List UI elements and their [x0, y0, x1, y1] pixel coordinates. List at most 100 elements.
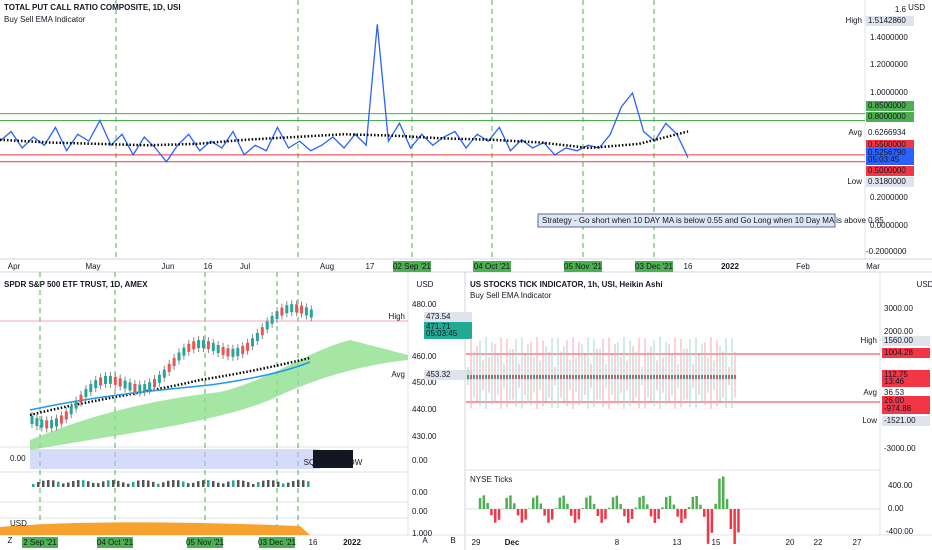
axis-label: USD — [908, 3, 925, 12]
tick-bar — [684, 509, 687, 519]
ema-decor — [29, 356, 311, 417]
left-label: 0.00 — [10, 454, 26, 463]
tick-candle — [698, 375, 700, 379]
tick-candle — [656, 375, 658, 379]
histogram-decor — [132, 481, 135, 487]
tick-bar — [630, 509, 634, 520]
axis-label: 400.00 — [888, 481, 913, 490]
axis-label: USD — [417, 280, 434, 289]
axis-label: 450.00 — [412, 378, 437, 387]
tick-candle — [713, 375, 715, 379]
candle — [260, 327, 264, 336]
side-label: Avg — [391, 370, 405, 379]
axis-label: -400.00 — [886, 527, 914, 536]
candle — [113, 376, 117, 385]
tick-bar — [646, 504, 649, 509]
time-label: 8 — [615, 538, 620, 547]
histogram-decor — [207, 480, 210, 487]
side-label: Low — [847, 177, 862, 186]
price-tag-bg — [882, 416, 930, 426]
histogram-decor — [287, 482, 290, 487]
panel-subtitle: Buy Sell EMA Indicator — [4, 15, 86, 24]
time-label: 2022 — [721, 262, 739, 271]
tick-candle — [473, 375, 475, 379]
price-tag: -974.88 — [884, 404, 912, 413]
tick-bar — [657, 509, 660, 519]
time-label: 05 Nov '21 — [186, 538, 225, 547]
tick-candle — [509, 375, 511, 379]
tick-candle — [707, 375, 709, 379]
histogram-decor — [32, 484, 35, 487]
histogram-decor — [262, 480, 265, 487]
tick-candle — [506, 375, 508, 379]
tick-bar — [516, 509, 520, 516]
tick-candle — [659, 375, 661, 379]
time-label: 02 Sep '21 — [393, 262, 432, 271]
tooltip: SQUEEZE LOW — [304, 458, 363, 467]
candle — [265, 321, 269, 330]
tick-candle — [692, 375, 694, 379]
tick-bar — [551, 509, 554, 520]
date-highlight — [393, 261, 431, 272]
time-label: Jun — [162, 262, 175, 271]
price-tag: 0.5500000 — [868, 140, 906, 149]
candle — [226, 348, 230, 357]
price-tag-bg — [424, 322, 472, 332]
tick-candle — [581, 375, 583, 379]
histogram-decor — [72, 480, 75, 487]
side-label: Avg — [863, 388, 877, 397]
histogram-decor — [182, 481, 185, 487]
tick-bar — [482, 495, 486, 509]
corner-label: A — [422, 536, 428, 545]
candle — [182, 347, 186, 356]
histogram-decor — [77, 480, 80, 487]
price-tag: 453.32 — [426, 370, 451, 379]
tick-candle — [536, 375, 538, 379]
tick-bar — [661, 507, 664, 509]
histogram-decor — [192, 482, 195, 487]
price-tag-bg — [882, 370, 930, 380]
tick-bar — [642, 495, 645, 509]
price-tag: 0.8500000 — [868, 101, 906, 110]
histogram-decor — [257, 482, 260, 487]
tick-candle — [530, 375, 532, 379]
tick-candle — [578, 375, 580, 379]
tick-candle — [605, 375, 607, 379]
histogram-decor — [292, 480, 295, 487]
tick-candle — [608, 375, 610, 379]
tick-bar — [596, 509, 600, 517]
tick-candle — [623, 375, 625, 379]
time-label: 20 — [786, 538, 795, 547]
time-label: 2 Sep '21 — [23, 538, 57, 547]
panel-subtitle: Buy Sell EMA Indicator — [470, 291, 552, 300]
histogram-decor — [247, 482, 250, 487]
date-highlight — [564, 261, 602, 272]
tick-bar — [573, 509, 577, 523]
side-label: High — [389, 312, 405, 321]
histogram-decor — [52, 480, 55, 487]
tick-bar — [714, 503, 717, 509]
axis-label: 3000.00 — [884, 304, 913, 313]
candle — [55, 418, 58, 427]
tick-candle — [500, 375, 502, 379]
corner-label: Z — [8, 536, 13, 545]
tick-candle — [704, 375, 706, 379]
tick-bar — [581, 508, 584, 509]
candle — [270, 315, 274, 324]
histogram-decor — [177, 480, 180, 487]
tick-bar — [543, 509, 546, 516]
candle — [167, 363, 171, 372]
price-tag-bg — [424, 370, 472, 380]
side-label: High — [846, 16, 862, 25]
time-label: Jul — [240, 262, 250, 271]
tooltip: GET SET — [316, 450, 350, 459]
candle — [153, 379, 156, 388]
time-label: 29 — [472, 538, 481, 547]
tick-candle — [635, 375, 637, 379]
tick-bar — [600, 509, 603, 523]
squeeze-band — [30, 449, 320, 469]
candle — [99, 377, 103, 386]
tick-candle — [515, 375, 517, 379]
price-tag-bg — [866, 101, 914, 111]
